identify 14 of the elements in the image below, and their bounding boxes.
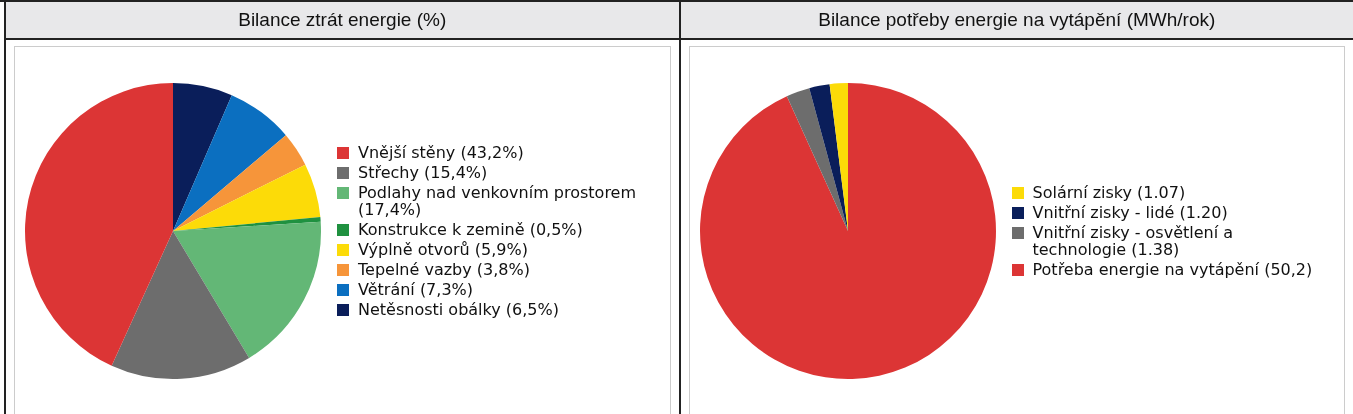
legend-label: Vnitřní zisky - osvětlení a technologie (1.38) [1032,222,1235,259]
legend-label: Tepelné vazby (3,8%) [358,259,530,279]
legend-label: Výplně otvorů (5,9%) [358,239,528,259]
legend-label: Potřeba energie na vytápění (50,2) [1032,259,1313,279]
legend-label: Solární zisky (1.07) [1032,182,1186,202]
legend-label: Konstrukce k zemině (0,5%) [358,219,583,239]
legend-label: Větrání (7,3%) [358,279,474,299]
legend-label: Podlahy nad venkovním prostorem (17,4%) [358,182,638,219]
chart-title: Bilance potřeby energie na vytápění (MWh/rok) [680,2,1353,40]
legend-label: Vnitřní zisky - lidé (1.20) [1032,202,1228,222]
legend-label: Vnější stěny (43,2%) [358,142,524,162]
legend-label: Netěsnosti obálky (6,5%) [358,299,559,319]
legend-label: Střechy (15,4%) [358,162,488,182]
chart-title: Bilance ztrát energie (%) [6,2,679,40]
